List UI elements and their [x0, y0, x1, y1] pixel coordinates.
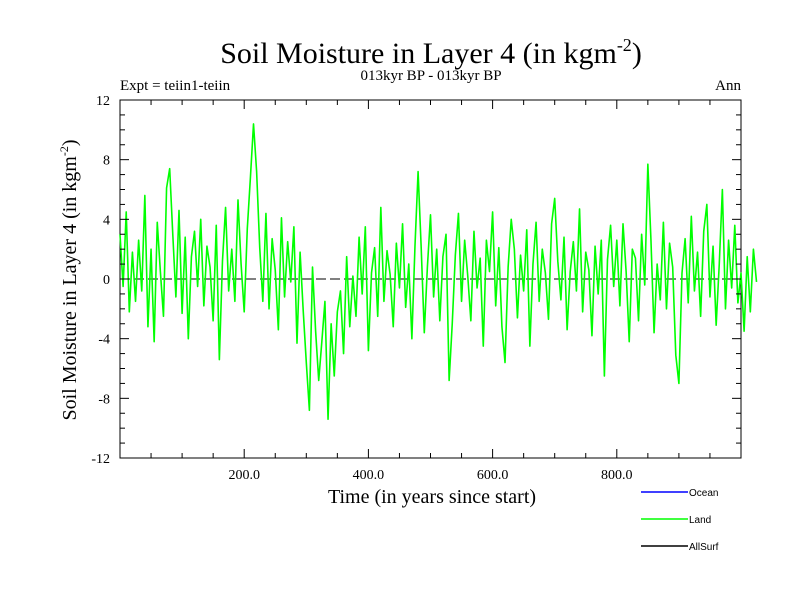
x-axis-label: Time (in years since start): [328, 486, 536, 508]
series-group: [119, 123, 758, 421]
y-axis: -12 -8 -4 0 4 8 12: [91, 94, 741, 467]
x-tick-label: 800.0: [601, 468, 633, 483]
y-tick-label: -12: [91, 452, 110, 467]
chart-title-close: ): [632, 37, 642, 70]
chart-title: Soil Moisture in Layer 4 (in kgm-2): [220, 35, 642, 70]
x-tick-label: 600.0: [477, 468, 509, 483]
y-tick-label: 12: [96, 94, 110, 109]
y-tick-label: -8: [98, 392, 110, 407]
series-line-land: [119, 123, 758, 421]
x-tick-label: 400.0: [353, 468, 385, 483]
legend-label-land: Land: [689, 515, 711, 526]
legend: Ocean Land AllSurf: [641, 488, 719, 553]
legend-label-allsurf: AllSurf: [689, 542, 719, 553]
y-tick-label: 4: [103, 213, 110, 228]
y-axis-label-close: ): [59, 139, 81, 146]
y-axis-label-superscript: -2: [57, 146, 71, 156]
chart-title-superscript: -2: [617, 35, 632, 55]
y-tick-label: -4: [98, 333, 110, 348]
season-label: Ann: [715, 78, 741, 94]
x-tick-label: 200.0: [228, 468, 260, 483]
y-tick-label: 8: [103, 154, 110, 169]
chart-subtitle: 013kyr BP - 013kyr BP: [360, 68, 501, 84]
x-axis: 200.0 400.0 600.0 800.0: [150, 100, 711, 483]
experiment-label: Expt = teiin1-teiin: [120, 78, 231, 94]
y-axis-label: Soil Moisture in Layer 4 (in kgm-2): [57, 139, 81, 420]
legend-label-ocean: Ocean: [689, 488, 718, 499]
y-axis-label-text: Soil Moisture in Layer 4 (in kgm: [59, 156, 81, 421]
y-tick-label: 0: [103, 273, 110, 288]
